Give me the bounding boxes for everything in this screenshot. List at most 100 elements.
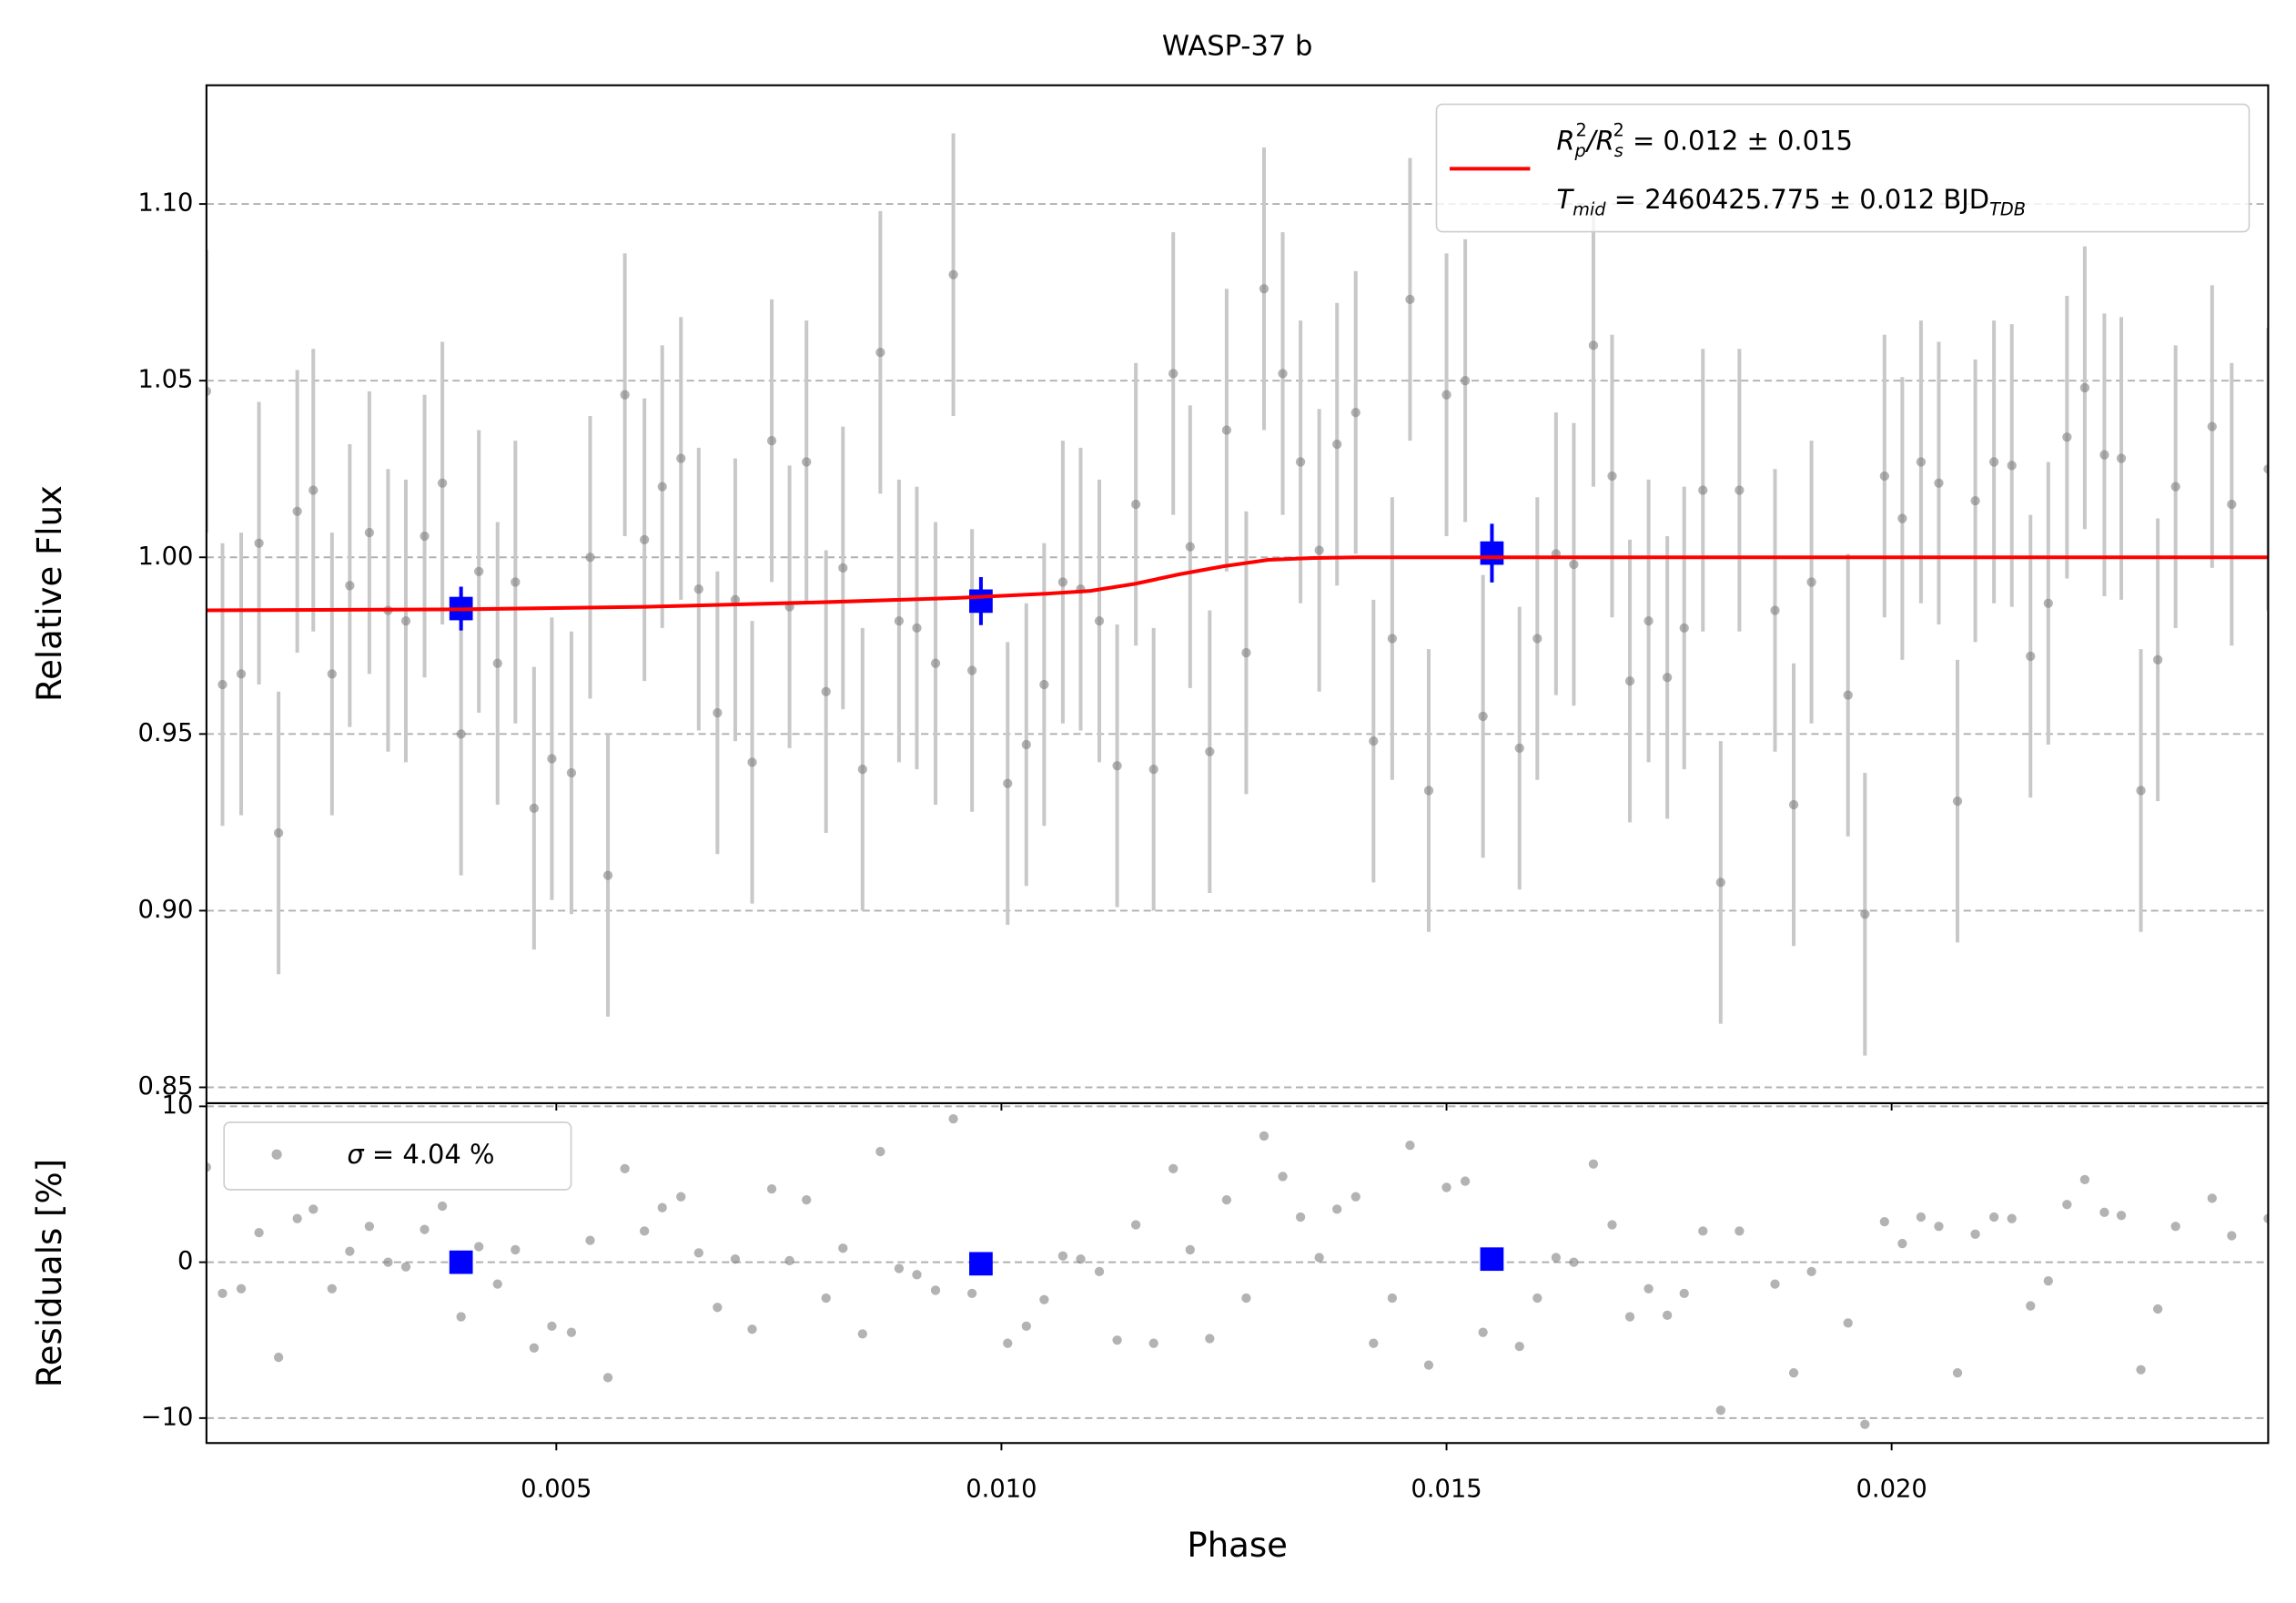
data-point — [1003, 778, 1013, 788]
data-point — [912, 623, 922, 634]
legend-text: = 2460425.775 ± 0.012 BJD — [1606, 184, 1990, 215]
residual-point — [1532, 1293, 1542, 1304]
residual-point — [2062, 1200, 2072, 1210]
residual-point — [2207, 1193, 2217, 1203]
data-point — [566, 767, 577, 778]
data-point — [1148, 765, 1158, 775]
x-tick-label: 0.015 — [1411, 1475, 1482, 1503]
residual-point — [857, 1329, 867, 1339]
residual-point — [206, 1162, 212, 1172]
residual-point — [1624, 1312, 1635, 1322]
y-tick-label: −10 — [141, 1403, 194, 1431]
legend-text: = 4.04 % — [364, 1139, 495, 1170]
data-point — [2099, 450, 2109, 460]
residual-point — [1879, 1216, 1889, 1227]
data-point — [2170, 482, 2180, 492]
residual-point — [1350, 1192, 1360, 1202]
residual-point — [2152, 1304, 2163, 1314]
data-point — [456, 729, 466, 739]
residual-point — [1478, 1327, 1488, 1337]
residual-point — [1112, 1335, 1122, 1345]
data-point — [437, 478, 448, 488]
legend-text: s — [1614, 140, 1623, 161]
data-point — [1185, 542, 1195, 552]
residual-point — [1278, 1172, 1288, 1182]
legend-box — [1435, 103, 2250, 233]
data-point — [2152, 654, 2163, 665]
residual-point — [1916, 1212, 1927, 1223]
residual-point — [1988, 1212, 1999, 1223]
legend-text: T — [1556, 184, 1574, 215]
data-point — [620, 390, 630, 400]
residual-point — [713, 1303, 723, 1313]
data-point — [1039, 679, 1049, 690]
residual-point — [1551, 1253, 1562, 1263]
residual-point — [547, 1321, 557, 1331]
chart-title: WASP-37 b — [1162, 30, 1313, 62]
residual-point — [875, 1146, 885, 1157]
residual-point — [1952, 1368, 1963, 1378]
legend-label: σ = 4.04 % — [347, 1139, 494, 1170]
data-point — [1860, 909, 1870, 919]
y-axis-label: Residuals [%] — [30, 1159, 69, 1387]
residual-point — [1221, 1194, 1232, 1205]
legend-text: = 0.012 ± 0.015 — [1624, 125, 1853, 156]
legend-text: R — [1556, 125, 1574, 156]
data-point — [1679, 623, 1689, 634]
data-point — [2136, 786, 2146, 796]
residual-point — [2079, 1174, 2090, 1185]
data-point — [1112, 761, 1122, 771]
residual-point — [327, 1283, 337, 1294]
residual-point — [511, 1244, 521, 1255]
data-point — [2263, 464, 2269, 474]
residual-point — [529, 1343, 540, 1353]
data-point — [236, 669, 247, 679]
data-point — [1588, 340, 1599, 350]
residual-point — [784, 1255, 794, 1266]
data-point — [1478, 711, 1488, 722]
data-point — [1952, 796, 1963, 807]
data-point — [308, 485, 319, 495]
residual-point — [894, 1263, 905, 1273]
residual-point — [1934, 1222, 1944, 1232]
residual-point — [766, 1183, 777, 1194]
residual-point — [1715, 1405, 1725, 1415]
residual-point — [966, 1288, 977, 1299]
residual-point — [292, 1213, 302, 1223]
binned-point — [969, 589, 993, 614]
binned-point — [1480, 1247, 1504, 1272]
residual-point — [585, 1235, 595, 1245]
data-point — [640, 534, 650, 544]
data-point — [585, 553, 595, 563]
data-point — [802, 457, 812, 467]
y-tick-label: 0.95 — [138, 719, 194, 747]
residual-point — [802, 1194, 812, 1205]
residual-point — [1039, 1294, 1049, 1304]
data-point — [1897, 513, 1907, 523]
residual-point — [273, 1352, 284, 1363]
residual-point — [1644, 1283, 1654, 1294]
residual-point — [930, 1285, 941, 1295]
residual-point — [821, 1293, 831, 1304]
data-point — [2043, 598, 2053, 608]
legend-box — [223, 1121, 572, 1191]
data-point — [2207, 421, 2217, 431]
residual-point — [400, 1262, 411, 1272]
residual-point — [693, 1248, 703, 1258]
data-point — [1241, 647, 1251, 658]
residual-point — [1441, 1182, 1451, 1192]
residual-point — [1094, 1266, 1105, 1277]
residual-point — [747, 1324, 757, 1334]
data-point — [254, 538, 264, 548]
legend-text: p — [1574, 140, 1586, 161]
y-tick-label: 1.05 — [138, 366, 194, 394]
residual-point — [1205, 1334, 1215, 1344]
residual-point — [345, 1246, 355, 1256]
y-tick-label: 10 — [162, 1091, 194, 1120]
data-point — [1934, 478, 1944, 488]
data-point — [1387, 634, 1398, 644]
data-point — [1770, 605, 1780, 615]
residual-point — [2043, 1276, 2053, 1286]
data-point — [492, 658, 502, 668]
residual-point — [383, 1257, 393, 1267]
